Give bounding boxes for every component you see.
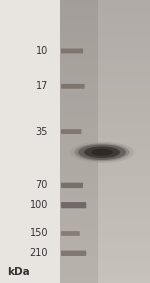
- Bar: [60, 57, 150, 61]
- Ellipse shape: [74, 143, 130, 161]
- Bar: [60, 0, 98, 283]
- Bar: [60, 47, 150, 52]
- Bar: [60, 217, 150, 222]
- Bar: [60, 212, 150, 217]
- FancyBboxPatch shape: [61, 49, 83, 53]
- Text: 150: 150: [30, 228, 48, 239]
- Text: 35: 35: [36, 127, 48, 137]
- Bar: [60, 165, 150, 170]
- Ellipse shape: [91, 149, 113, 156]
- Bar: [60, 146, 150, 151]
- Bar: [60, 198, 150, 203]
- Bar: [60, 108, 150, 113]
- Bar: [60, 80, 150, 85]
- Bar: [60, 278, 150, 283]
- Bar: [60, 9, 150, 14]
- FancyBboxPatch shape: [61, 251, 86, 256]
- Bar: [60, 19, 150, 23]
- Bar: [60, 61, 150, 66]
- Bar: [60, 151, 150, 156]
- Bar: [60, 260, 150, 264]
- Bar: [60, 113, 150, 118]
- Bar: [60, 90, 150, 94]
- Bar: [60, 38, 150, 42]
- Bar: [60, 123, 150, 127]
- Ellipse shape: [70, 142, 134, 163]
- Ellipse shape: [78, 144, 126, 160]
- Bar: [60, 236, 150, 241]
- Bar: [60, 193, 150, 198]
- Text: 210: 210: [30, 248, 48, 258]
- Bar: [60, 142, 150, 146]
- Bar: [60, 175, 150, 179]
- Bar: [60, 269, 150, 274]
- Bar: [60, 250, 150, 255]
- Text: 10: 10: [36, 46, 48, 56]
- Bar: [60, 264, 150, 269]
- Bar: [60, 127, 150, 132]
- Bar: [60, 184, 150, 189]
- Bar: [60, 137, 150, 142]
- FancyBboxPatch shape: [61, 84, 85, 89]
- Bar: [60, 104, 150, 108]
- Bar: [60, 156, 150, 160]
- Bar: [60, 203, 150, 207]
- Bar: [60, 118, 150, 123]
- Bar: [60, 28, 150, 33]
- Bar: [60, 179, 150, 184]
- Bar: [60, 5, 150, 9]
- Bar: [60, 231, 150, 236]
- Bar: [60, 189, 150, 193]
- Bar: [60, 52, 150, 57]
- FancyBboxPatch shape: [61, 231, 80, 236]
- Bar: [60, 255, 150, 260]
- FancyBboxPatch shape: [61, 129, 81, 134]
- FancyBboxPatch shape: [61, 183, 83, 188]
- Text: 100: 100: [30, 200, 48, 210]
- Text: kDa: kDa: [8, 267, 30, 277]
- Bar: [60, 99, 150, 104]
- Bar: [60, 76, 150, 80]
- Bar: [60, 245, 150, 250]
- Bar: [60, 170, 150, 175]
- Bar: [60, 241, 150, 245]
- Bar: [60, 42, 150, 47]
- Bar: [60, 85, 150, 90]
- Bar: [60, 274, 150, 278]
- Bar: [60, 132, 150, 137]
- Bar: [98, 0, 150, 283]
- Bar: [60, 23, 150, 28]
- Bar: [60, 0, 150, 5]
- Ellipse shape: [84, 146, 120, 158]
- Bar: [60, 222, 150, 226]
- Text: 17: 17: [36, 81, 48, 91]
- Bar: [60, 94, 150, 99]
- Bar: [60, 14, 150, 19]
- Text: 70: 70: [36, 180, 48, 190]
- Bar: [60, 66, 150, 71]
- Bar: [60, 160, 150, 165]
- Bar: [60, 71, 150, 76]
- Bar: [60, 226, 150, 231]
- Bar: [60, 33, 150, 38]
- Bar: [60, 207, 150, 212]
- FancyBboxPatch shape: [61, 202, 86, 208]
